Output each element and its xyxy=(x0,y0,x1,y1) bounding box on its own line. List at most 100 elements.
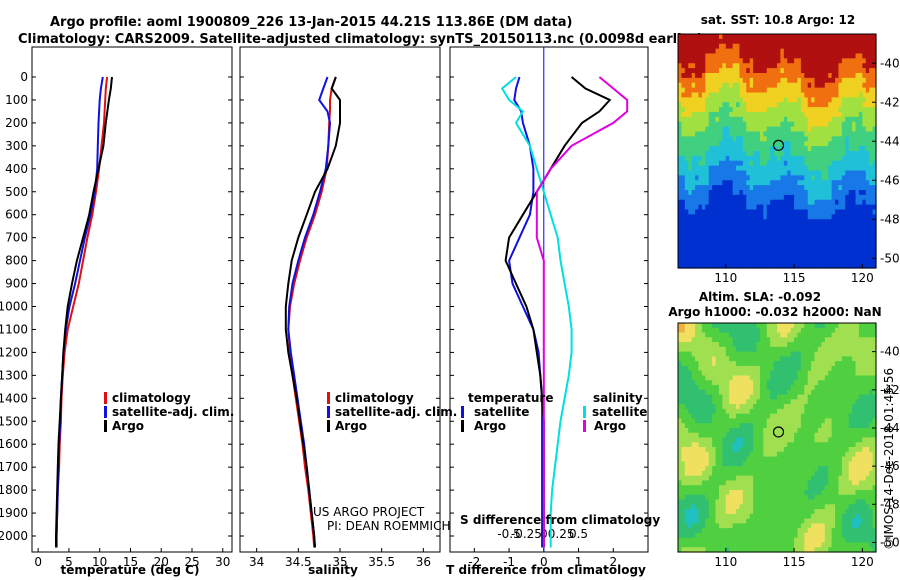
map-cell xyxy=(691,160,696,167)
map-cell xyxy=(797,375,802,381)
map-cell xyxy=(869,361,874,367)
map-cell xyxy=(783,185,788,191)
map-cell xyxy=(855,263,860,269)
map-cell xyxy=(811,456,816,462)
map-cell xyxy=(763,43,768,50)
map-cell xyxy=(814,427,819,434)
map-cell xyxy=(777,243,782,250)
map-cell xyxy=(753,408,758,415)
map-cell xyxy=(821,92,826,98)
map-cell xyxy=(712,199,717,206)
map-cell xyxy=(831,243,836,250)
series-line-argo xyxy=(284,76,341,548)
map-cell xyxy=(790,63,795,69)
map-cell xyxy=(824,470,829,477)
map-cell xyxy=(814,151,819,157)
map-cell xyxy=(770,229,775,235)
map-cell xyxy=(756,238,761,245)
map-frame xyxy=(677,33,877,269)
map-cell xyxy=(732,126,737,133)
map-cell xyxy=(797,38,802,45)
map-cell xyxy=(835,121,840,128)
map-cell xyxy=(787,68,792,74)
map-cell xyxy=(824,204,829,211)
map-cell xyxy=(865,263,870,269)
map-cell xyxy=(725,209,730,215)
map-cell xyxy=(698,389,703,396)
map-cell xyxy=(684,238,689,245)
map-cell xyxy=(773,248,778,254)
map-cell xyxy=(701,375,706,381)
map-cell xyxy=(698,131,703,137)
map-cell xyxy=(862,380,867,386)
map-cell xyxy=(678,160,683,167)
map-cell xyxy=(828,356,833,362)
map-cell xyxy=(732,175,737,181)
map-cell xyxy=(756,190,761,196)
map-cell xyxy=(852,190,857,196)
map-cell xyxy=(845,404,850,410)
map-cell xyxy=(749,475,754,482)
map-cell xyxy=(729,194,734,201)
map-cell xyxy=(763,413,768,420)
map-cell xyxy=(817,151,822,157)
map-cell xyxy=(858,470,863,477)
plot-frame xyxy=(449,46,649,553)
map-cell xyxy=(800,68,805,74)
map-cell xyxy=(708,361,713,367)
map-cell xyxy=(794,327,799,334)
map-cell xyxy=(852,451,857,458)
map-cell xyxy=(722,136,727,142)
map-cell xyxy=(811,451,816,458)
map-cell xyxy=(804,204,809,211)
map-cell xyxy=(770,73,775,79)
map-cell xyxy=(678,408,683,415)
map-cell xyxy=(814,68,819,74)
map-cell xyxy=(739,442,744,448)
map-cell xyxy=(684,346,689,353)
map-cell xyxy=(705,432,710,439)
map-cell xyxy=(729,332,734,338)
map-cell xyxy=(722,418,727,424)
map-cell xyxy=(855,327,860,334)
map-cell xyxy=(770,68,775,74)
map-cell xyxy=(742,146,747,152)
map-cell xyxy=(828,456,833,462)
map-cell xyxy=(835,442,840,448)
map-cell xyxy=(824,337,829,343)
map-cell xyxy=(759,253,764,259)
map-cell xyxy=(736,361,741,367)
map-cell xyxy=(790,209,795,215)
map-cell xyxy=(756,389,761,396)
map-cell xyxy=(678,121,683,128)
map-cell xyxy=(729,385,734,391)
map-cell xyxy=(814,102,819,108)
map-cell xyxy=(814,180,819,186)
map-cell xyxy=(722,146,727,152)
map-cell xyxy=(718,214,723,220)
map-cell xyxy=(701,423,706,429)
map-cell xyxy=(811,151,816,157)
map-cell xyxy=(783,404,788,410)
map-cell xyxy=(695,48,700,55)
map-cell xyxy=(684,141,689,147)
map-cell xyxy=(705,399,710,405)
map-cell xyxy=(841,385,846,391)
map-cell xyxy=(691,131,696,137)
map-cell xyxy=(746,219,751,225)
map-cell xyxy=(824,427,829,434)
map-cell xyxy=(865,82,870,89)
map-cell xyxy=(742,68,747,74)
x-tick-label: 34.5 xyxy=(285,555,312,569)
map-cell xyxy=(804,43,809,50)
map-cell xyxy=(718,466,723,472)
map-cell xyxy=(872,77,877,84)
legend-swatch-t-satellite xyxy=(461,406,464,418)
map-cell xyxy=(790,165,795,172)
map-cell xyxy=(725,34,730,40)
map-cell xyxy=(749,53,754,59)
map-cell xyxy=(783,332,788,338)
map-cell xyxy=(777,423,782,429)
map-cell xyxy=(848,243,853,250)
map-cell xyxy=(817,323,822,329)
